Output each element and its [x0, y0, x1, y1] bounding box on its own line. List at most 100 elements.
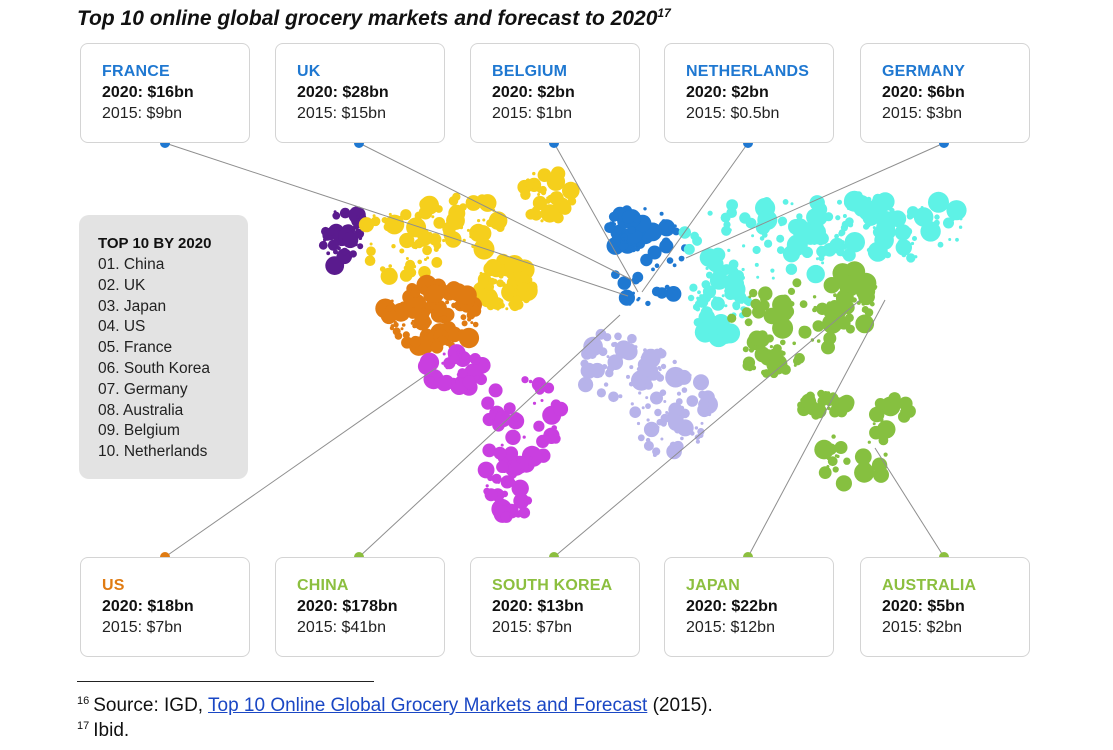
map-dot [580, 362, 597, 379]
map-dot [325, 256, 345, 275]
map-dot [739, 212, 751, 224]
ranking-item: 09. Belgium [98, 422, 180, 440]
source-link[interactable]: Top 10 Online Global Grocery Markets and… [208, 695, 648, 716]
map-dot [459, 350, 463, 354]
map-dot [520, 468, 524, 472]
map-dot [400, 209, 412, 221]
map-dot [946, 200, 967, 221]
map-dot [661, 219, 667, 224]
map-dot [660, 413, 670, 423]
map-dot [411, 226, 416, 231]
map-dot [859, 324, 863, 329]
map-dot [897, 404, 902, 409]
map-dot [812, 221, 824, 234]
map-dot [770, 268, 775, 273]
map-dot [553, 401, 569, 417]
map-dot [692, 235, 703, 246]
map-dot [531, 182, 539, 190]
map-dot [724, 289, 728, 293]
forecast-2020: 2020: $178bn [297, 598, 398, 615]
map-dot [583, 375, 588, 381]
map-dot [632, 291, 635, 295]
map-dot [780, 339, 786, 346]
map-dot [424, 258, 427, 261]
map-dot [948, 238, 952, 241]
map-dot [872, 422, 876, 426]
map-dot [558, 201, 572, 215]
map-dot [550, 433, 561, 444]
map-dot [606, 355, 610, 359]
map-dot [848, 222, 854, 228]
map-dot [676, 369, 692, 385]
map-dot [658, 219, 676, 237]
map-dot [446, 211, 465, 231]
map-dot [627, 226, 636, 235]
map-dot [854, 462, 875, 483]
map-dot [683, 243, 695, 255]
map-dot [815, 201, 825, 212]
map-dot [457, 368, 468, 378]
map-dot [517, 414, 521, 418]
map-dot [426, 284, 445, 303]
map-dot [796, 213, 803, 220]
map-dot [754, 262, 759, 267]
map-dot [379, 266, 386, 272]
map-dot [323, 237, 327, 242]
map-dot [500, 511, 513, 523]
connector-line [685, 142, 945, 259]
map-dot [922, 225, 927, 231]
map-dot [372, 214, 376, 218]
map-dot [461, 320, 468, 327]
map-dot [431, 309, 435, 313]
map-dot [473, 238, 495, 260]
map-dot [643, 421, 660, 438]
map-dot [816, 453, 820, 457]
map-dot [422, 245, 432, 256]
market-card-netherlands: NETHERLANDS 2020: $2bn 2015: $0.5bn [664, 43, 834, 143]
map-dot [792, 341, 796, 346]
map-dot [904, 227, 913, 236]
map-dot [718, 337, 724, 342]
map-dot [433, 247, 439, 252]
map-dot [394, 305, 399, 309]
map-dot [342, 231, 359, 249]
map-dot [492, 409, 498, 414]
value-2015: 2015: $0.5bn [686, 105, 780, 122]
map-dot [618, 394, 623, 399]
map-dot [707, 210, 713, 216]
map-dot [651, 267, 655, 272]
map-dot [630, 402, 634, 406]
map-dot [434, 237, 439, 242]
map-dot [780, 364, 791, 375]
market-card-south-korea: SOUTH KOREA 2020: $13bn 2015: $7bn [470, 557, 640, 657]
map-dot [740, 300, 744, 304]
map-dot [734, 329, 738, 333]
map-dot [578, 377, 594, 393]
map-dot [636, 421, 641, 426]
map-dot [432, 200, 437, 204]
map-dot [608, 211, 619, 222]
map-dot [643, 207, 647, 211]
map-dot [472, 321, 479, 328]
map-dot [491, 278, 498, 285]
value-2015: 2015: $3bn [882, 105, 963, 122]
map-dot [358, 217, 374, 233]
map-dot [672, 290, 678, 296]
ranking-item: 06. South Korea [98, 359, 211, 377]
map-dot [511, 412, 521, 422]
map-dot [536, 434, 550, 448]
map-dot [798, 325, 809, 336]
map-dot [666, 257, 674, 264]
map-dot [412, 323, 417, 329]
map-dot [433, 358, 437, 362]
map-dot [357, 243, 364, 250]
forecast-2020: 2020: $13bn [492, 598, 584, 615]
map-dot [751, 337, 760, 346]
map-dot [672, 359, 677, 365]
map-dot [817, 389, 825, 398]
map-dot [813, 305, 817, 310]
forecast-2020: 2020: $5bn [882, 598, 965, 615]
map-dot [842, 214, 847, 218]
map-dot [511, 295, 522, 305]
map-dot [710, 296, 725, 311]
